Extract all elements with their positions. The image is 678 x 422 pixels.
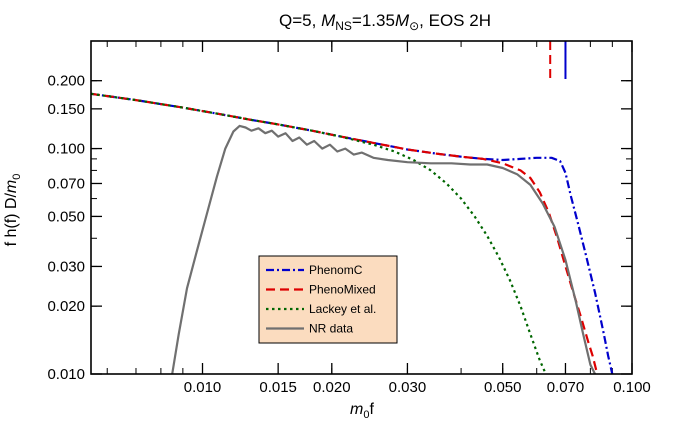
x-tick-label: 0.050 xyxy=(484,379,522,396)
title-suffix: , EOS 2H xyxy=(419,11,491,30)
xlabel-rest: f xyxy=(370,401,375,418)
y-axis-title: f h(f) D/m0 xyxy=(3,174,23,247)
legend-label: PhenoMixed xyxy=(309,283,376,297)
series-layer xyxy=(91,92,614,374)
y-tick-label: 0.070 xyxy=(47,175,85,192)
x-tick-label: 0.020 xyxy=(313,379,351,396)
y-tick-label: 0.020 xyxy=(47,298,85,315)
ylabel-sub: 0 xyxy=(11,174,23,180)
ylabel-m: m xyxy=(3,180,20,193)
chart-title: Q=5, MNS=1.35M⊙, EOS 2H xyxy=(279,11,491,33)
ylabel-pre: f h(f) D/ xyxy=(3,193,20,247)
plot-frame xyxy=(90,40,633,375)
title-m-sub: NS xyxy=(335,19,352,33)
title-m2-sub: ⊙ xyxy=(409,19,419,33)
title-eq: =1.35 xyxy=(352,11,395,30)
title-prefix: Q=5, xyxy=(279,11,321,30)
legend: PhenomC PhenoMixed Lackey et al. NR data xyxy=(258,255,398,344)
ticks-layer: 0.010 0.015 0.020 0.030 0.050 0.070 0.100 0.010… xyxy=(47,41,651,396)
y-tick-label: 0.200 xyxy=(47,73,85,90)
xlabel-m: m xyxy=(350,401,363,418)
legend-items: PhenomC PhenoMixed Lackey et al. NR data xyxy=(266,263,376,336)
legend-label: PhenomC xyxy=(309,263,363,277)
xlabel-sub: 0 xyxy=(363,409,369,421)
title-m2: M xyxy=(395,11,410,30)
series-line-phenomc xyxy=(91,92,614,374)
legend-label: Lackey et al. xyxy=(309,302,376,316)
series-line-nr-data xyxy=(171,124,596,374)
y-tick-label: 0.010 xyxy=(47,366,85,383)
x-tick-label: 0.030 xyxy=(389,379,427,396)
y-tick-label: 0.150 xyxy=(47,101,85,118)
y-tick-label: 0.050 xyxy=(47,208,85,225)
y-tick-label: 0.100 xyxy=(47,141,85,158)
title-m: M xyxy=(321,11,336,30)
x-tick-label: 0.010 xyxy=(184,379,222,396)
legend-label: NR data xyxy=(309,322,353,336)
x-tick-label: 0.015 xyxy=(259,379,297,396)
x-axis-title: m0f xyxy=(350,401,374,421)
x-tick-label: 0.070 xyxy=(547,379,585,396)
markers-layer xyxy=(549,41,567,79)
y-tick-label: 0.030 xyxy=(47,258,85,275)
x-tick-label: 0.100 xyxy=(613,379,651,396)
